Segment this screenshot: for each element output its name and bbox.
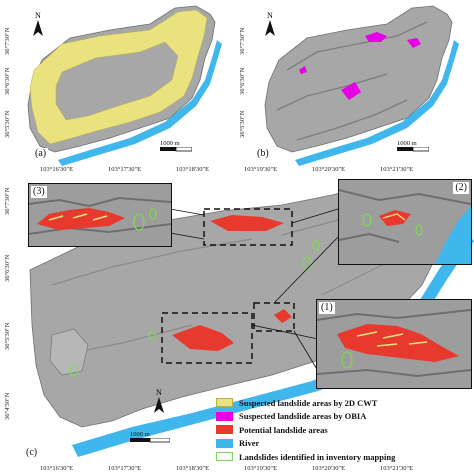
coord-left-a-2: 36°5'30"N	[4, 110, 11, 138]
panel-b-terrain	[237, 0, 474, 166]
blue-swatch-icon	[216, 438, 233, 448]
coord-left-b-2: 36°5'30"N	[239, 110, 246, 138]
scale-value-c: 1000	[130, 431, 143, 438]
potential-area-inset3	[37, 208, 125, 230]
scale-unit-c: m	[144, 431, 150, 438]
scale-bar-b: 1000 m	[397, 140, 429, 152]
coord-bottom-5: 103°21'30"E	[380, 465, 414, 472]
north-arrow-icon: N	[31, 10, 45, 38]
panel-c-map: (3) (2) (1) (c) N N 1000 m	[22, 175, 474, 464]
dashed-box-1	[161, 312, 253, 364]
potential-area-c2	[210, 215, 284, 231]
green-outline-swatch-icon	[216, 452, 233, 462]
obia-patch-b1	[365, 32, 387, 42]
scale-bar-a: 1000 m	[160, 140, 192, 152]
coord-bottom-4: 103°20'30"E	[312, 465, 346, 472]
coord-top-5: 103°21'30"E	[380, 166, 414, 173]
inset-2: (2)	[338, 179, 472, 265]
magenta-swatch-icon	[216, 411, 233, 421]
dashed-box-2	[203, 208, 293, 246]
coord-bottom-1: 103°17'30"E	[108, 465, 142, 472]
obia-patch-b2	[407, 38, 421, 48]
obia-patch-b3	[341, 82, 361, 100]
panel-a-label: (a)	[33, 148, 49, 160]
panel-a-terrain	[0, 0, 237, 166]
legend-row-river: River	[216, 437, 470, 451]
inset-3: (3)	[28, 183, 172, 247]
legend-row-obia: Suspected landslide areas by OBIA	[216, 410, 470, 424]
coord-left-c-0: 36°7'30"N	[4, 187, 11, 215]
inventory-outline-c2	[312, 239, 320, 251]
cwt-band-a	[29, 9, 208, 145]
legend-label-inventory: Landslides identified in inventory mappi…	[239, 451, 396, 462]
north-arrow-icon: N	[263, 10, 277, 38]
inset-3-label: (3)	[31, 186, 47, 198]
coord-bottom-0: 103°16'30"E	[40, 465, 74, 472]
coord-top-1: 103°17'30"E	[108, 166, 142, 173]
yellow-swatch-icon	[216, 398, 233, 408]
red-swatch-icon	[216, 425, 233, 435]
coord-top-2: 103°18'30"E	[176, 166, 210, 173]
panel-b-map: (b) N N 1000 m 36°7'30"N 36°6'30"N 36°5'…	[237, 0, 474, 166]
svg-text:N: N	[156, 388, 162, 397]
potential-area-c3	[274, 309, 292, 323]
inventory-outline-c3	[69, 365, 79, 377]
svg-text:N: N	[267, 11, 273, 20]
inset-1-label: (1)	[319, 302, 335, 314]
panel-b-label: (b)	[255, 148, 271, 160]
panel-c-label: (c)	[24, 447, 40, 459]
legend-row-inventory: Landslides identified in inventory mappi…	[216, 450, 470, 464]
coord-left-a-1: 36°6'30"N	[4, 67, 11, 95]
scale-value-b: 1000	[397, 140, 410, 147]
svg-text:N: N	[35, 11, 41, 20]
coord-top-3: 103°19'30"E	[244, 166, 278, 173]
coord-top-0: 103°16'30"E	[40, 166, 74, 173]
river-b	[295, 40, 459, 166]
coord-left-b-1: 36°6'30"N	[239, 67, 246, 95]
coord-left-c-3: 36°4'30"N	[4, 392, 11, 420]
coord-left-c-2: 36°5'30"N	[4, 322, 11, 350]
legend-label-potential: Potential landslide areas	[239, 424, 328, 435]
scale-unit-a: m	[174, 140, 180, 147]
legend-label-obia: Suspected landslide areas by OBIA	[239, 411, 367, 422]
coord-top-4: 103°20'30"E	[312, 166, 346, 173]
inset-1: (1)	[316, 299, 472, 389]
coord-left-b-0: 36°7'30"N	[239, 27, 246, 55]
map-legend: Suspected landslide areas by 2D CWT Susp…	[216, 396, 470, 466]
potential-area-inset2	[379, 210, 411, 226]
panel-a-map: (a) N N 1000 m 36°7'30"N 36°6'30"N 36°5'…	[0, 0, 237, 166]
obia-patch-b4	[299, 66, 307, 74]
potential-area-c1	[172, 325, 234, 351]
inset-2-label: (2)	[453, 182, 469, 194]
legend-row-cwt: Suspected landslide areas by 2D CWT	[216, 396, 470, 410]
river-a	[58, 40, 222, 166]
legend-label-cwt: Suspected landslide areas by 2D CWT	[239, 397, 378, 408]
inventory-outline-c4	[148, 330, 156, 340]
legend-label-river: River	[239, 438, 260, 449]
scale-unit-b: m	[411, 140, 417, 147]
scale-bar-c: 1000 m	[130, 431, 170, 443]
legend-row-potential: Potential landslide areas	[216, 423, 470, 437]
river-inset2	[435, 206, 471, 264]
scale-value-a: 1000	[160, 140, 173, 147]
terrain-shape-b	[264, 5, 453, 153]
north-arrow-icon: N	[152, 387, 166, 415]
coord-bottom-2: 103°18'30"E	[176, 465, 210, 472]
coord-left-a-0: 36°7'30"N	[4, 27, 11, 55]
coord-bottom-3: 103°19'30"E	[244, 465, 278, 472]
coord-left-c-1: 36°6'30"N	[4, 254, 11, 282]
